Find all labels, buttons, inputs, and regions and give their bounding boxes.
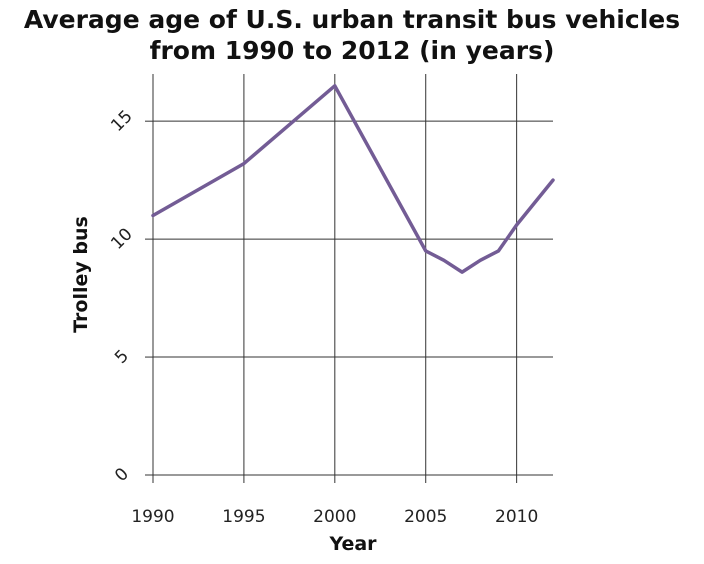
chart-title-line-2: from 1990 to 2012 (in years) xyxy=(149,36,555,65)
chart-title: Average age of U.S. urban transit bus ve… xyxy=(0,4,704,66)
x-tick-labels: 1990 1995 2000 2005 2010 xyxy=(131,507,538,527)
series-line xyxy=(151,84,555,274)
chart-title-line-1: Average age of U.S. urban transit bus ve… xyxy=(23,5,681,34)
y-tick-label: 5 xyxy=(111,346,133,368)
x-tick-label: 2010 xyxy=(495,507,538,527)
y-tick-label: 15 xyxy=(107,106,136,135)
x-axis-label: Year xyxy=(328,533,377,555)
series-lines xyxy=(151,84,555,274)
y-tick-label: 0 xyxy=(111,464,133,486)
x-tick-label: 2000 xyxy=(313,507,356,527)
y-tick-label: 10 xyxy=(107,224,136,253)
x-tick-label: 1995 xyxy=(222,507,265,527)
y-tick-labels: 0 5 10 15 xyxy=(107,106,136,485)
grid xyxy=(145,74,553,483)
x-tick-label: 2005 xyxy=(404,507,447,527)
y-axis-label: Trolley bus xyxy=(70,216,92,333)
x-tick-label: 1990 xyxy=(131,507,174,527)
